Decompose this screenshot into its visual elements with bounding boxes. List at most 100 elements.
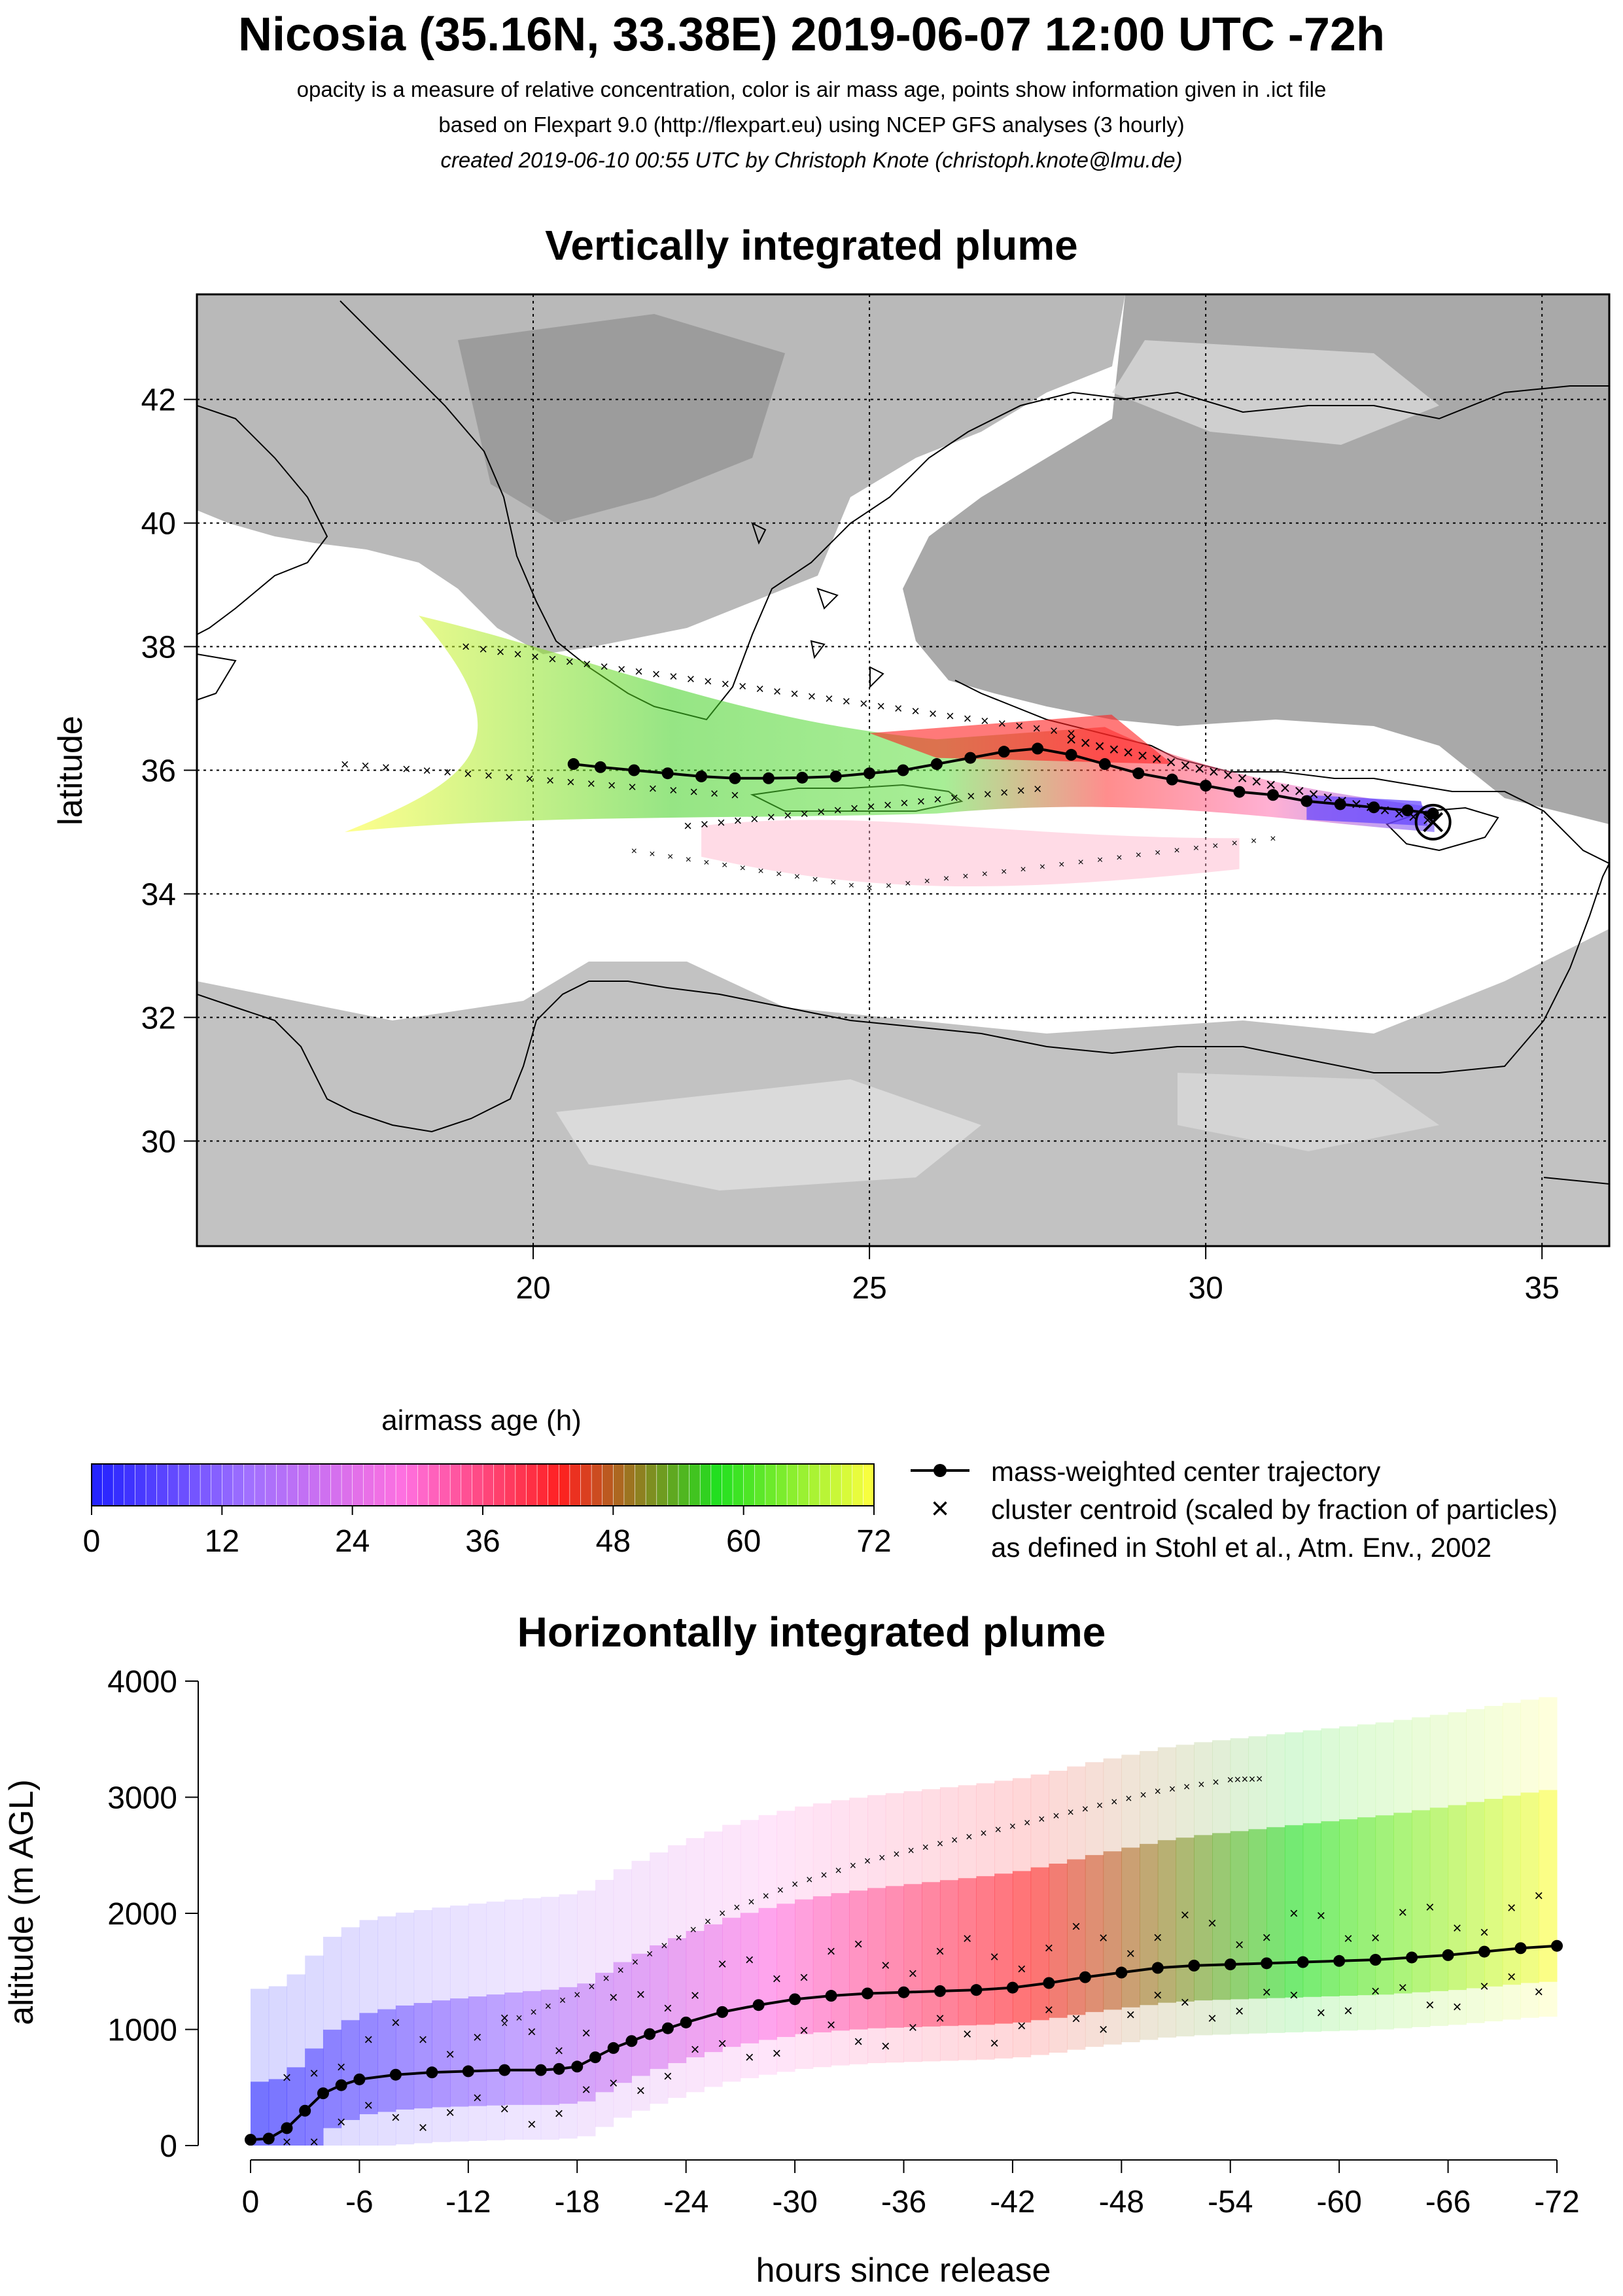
profile-centroid-upper: × [733,1901,741,1914]
colorbar-cell [819,1463,831,1506]
map-centroid-east: × [1080,733,1091,753]
colorbar-cell [776,1463,788,1506]
legend-cross-sample: × [931,1491,949,1526]
profile-centroid-upper: × [1256,1772,1263,1785]
profile-centroid-above: × [1316,1907,1325,1924]
map-gridlines [197,294,1609,1246]
colorbar-cell [254,1463,266,1506]
map-centroid-north: × [825,691,833,707]
terrain-egypt-light [1178,1073,1439,1151]
colorbar-cell [809,1463,820,1506]
map-axes: 20 25 30 35 30 32 34 36 38 40 42 [141,383,1560,1306]
profile-trajectory-point [789,1993,801,2006]
map-centroid-west: × [628,779,637,795]
map-x-tick-label: 20 [515,1271,550,1306]
colorbar-cell [265,1463,277,1506]
profile-trajectory-point [281,2122,293,2134]
profile-centroid-below: × [1180,1994,1189,2011]
profile-x-tick-label: -54 [1208,2185,1253,2219]
colorbar-cell [352,1463,364,1506]
profile-centroid-below: × [1153,1987,1162,2004]
map-centroid-southeast: × [1039,861,1045,873]
map-centroid-mid: × [784,807,792,824]
profile-centroid-below: × [1534,1983,1543,2001]
colorbar-cell [417,1463,429,1506]
profile-centroid-below: × [1425,1996,1435,2014]
map-centroid-south: × [758,865,763,877]
profile-band-core [523,1991,542,2105]
profile-trajectory-point [661,2022,674,2034]
profile-band-core [1302,1823,1321,1997]
profile-centroid-above: × [418,2031,427,2049]
colorbar-cell [743,1463,756,1506]
colorbar-cell [406,1463,419,1506]
colorbar-cell [243,1463,255,1506]
map-centroid-southeast: × [1232,838,1238,849]
map-centroid-north: × [686,670,695,687]
profile-trajectory-point [462,2065,474,2078]
profile-trajectory-point [898,1986,910,1998]
map-centroid-north: × [981,713,989,729]
map-centroid-southeast: × [1174,845,1179,856]
profile-centroid-above: × [636,1986,645,2004]
map-centroid-north: × [808,688,816,704]
profile-trajectory-point [299,2104,311,2117]
map-centroid-north: × [1032,720,1041,737]
map-centroid-mid: × [817,804,826,820]
profile-centroid-above: × [1425,1898,1435,1916]
profile-centroid-upper: × [1053,1809,1060,1822]
map-centroid-mid: × [733,812,742,829]
map-centroid-southeast: × [1116,852,1122,863]
colorbar-cell [515,1463,527,1506]
profile-x-tick-label: -18 [555,2185,600,2219]
profile-band-core [1321,1821,1340,1996]
profile-centroid-above: × [1044,1939,1053,1957]
profile-centroid-upper: × [1067,1806,1074,1819]
profile-age-bands [251,1697,1558,2146]
map-centroid-southeast: × [866,883,872,894]
profile-centroid-above: × [609,1989,618,2006]
map-centroid-southeast: × [1001,866,1007,877]
profile-band-core [777,1904,795,2038]
map-trajectory-point [729,772,741,784]
profile-centroid-below: × [1289,1987,1299,2004]
profile-centroid-upper: × [1227,1773,1234,1786]
map-trajectory-point [1401,804,1414,816]
map-centroid-west: × [341,756,349,773]
profile-centroid-upper: × [792,1878,799,1891]
profile-band-core [595,1972,614,2093]
colorbar-cell [635,1463,646,1506]
profile-centroid-upper: × [1082,1802,1089,1815]
colorbar-cell [461,1463,473,1506]
profile-band-core [1539,1790,1558,1982]
profile-band-core [1103,1851,1122,2010]
profile-band-core [413,2003,432,2109]
colorbar-cell [765,1463,777,1506]
map-centroid-southeast: × [1078,857,1084,868]
profile-centroid-upper: × [806,1873,813,1887]
terrain-anatolia [903,294,1609,824]
profile-band-core [450,1998,469,2107]
profile-centroid-upper: × [588,1980,595,1993]
profile-band-core [1448,1805,1467,1991]
profile-trajectory-point [680,2016,692,2028]
profile-centroid-below: × [1017,2017,1026,2035]
profile-band-core [395,2005,415,2110]
profile-centroid-above: × [1126,1945,1135,1963]
profile-trajectory-point [1442,1949,1454,1961]
profile-centroid-above: × [663,2000,672,2017]
profile-centroid-below: × [609,2074,618,2092]
colorbar-cell [102,1463,114,1506]
profile-x-tick-label: -42 [990,2185,1035,2219]
map-centroid-mid: × [884,797,892,813]
map-trajectory-point [1334,798,1346,810]
map-centroid-north: × [600,658,608,674]
profile-centroid-below: × [1262,1983,1271,2001]
profile-centroid-above: × [1534,1887,1543,1905]
profile-trajectory-point [825,1990,837,2002]
map-centroid-mid: × [850,800,859,816]
map-plume-south [701,820,1240,887]
release-site-marker [1414,803,1452,841]
profile-centroid-above: × [582,2025,591,2042]
profile-centroid-upper: × [1183,1781,1191,1794]
